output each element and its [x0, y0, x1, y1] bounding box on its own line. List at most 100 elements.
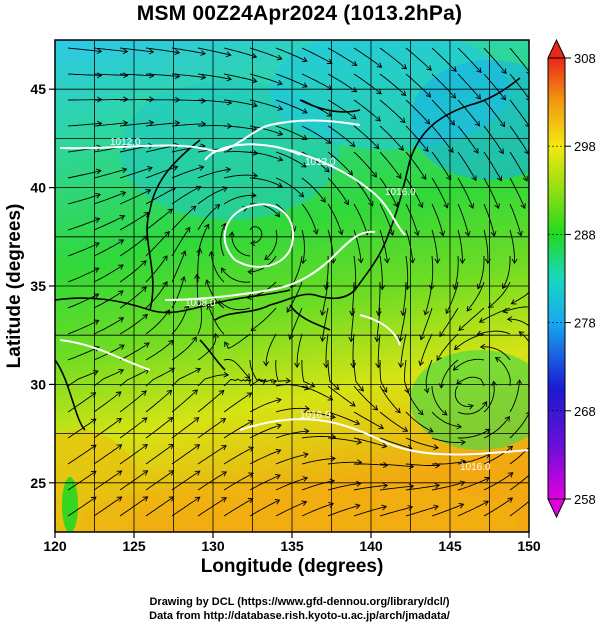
streamline	[425, 359, 433, 393]
streamline-arrowhead	[485, 258, 491, 265]
streamline	[405, 463, 440, 467]
streamline	[93, 191, 126, 205]
x-tick-label: 120	[43, 538, 67, 554]
credit-drawing: Drawing by DCL (https://www.gfd-dennou.o…	[149, 596, 450, 608]
streamline-arrowhead	[221, 445, 227, 451]
streamline	[519, 331, 529, 343]
streamline-arrowhead	[168, 496, 175, 502]
streamline	[249, 73, 283, 85]
streamline	[509, 151, 528, 182]
streamline	[223, 472, 254, 491]
streamline	[67, 496, 97, 517]
streamline	[210, 251, 225, 283]
streamline	[248, 255, 277, 273]
streamline-arrowhead	[247, 420, 254, 426]
streamline-arrowhead	[378, 423, 385, 430]
x-tick-label: 140	[359, 538, 383, 554]
streamline	[93, 496, 122, 517]
streamline	[197, 224, 210, 257]
colorbar-tick-label: 288	[574, 227, 596, 242]
streamline	[171, 470, 201, 491]
streamline-arrowhead	[531, 283, 536, 288]
streamline	[531, 256, 537, 288]
streamline-arrowhead	[304, 405, 311, 412]
streamline-arrowhead	[441, 410, 448, 416]
streamline-arrowhead	[122, 48, 129, 55]
streamline-arrowhead	[474, 120, 481, 127]
streamline	[327, 177, 349, 205]
streamline-arrowhead	[468, 403, 474, 410]
streamline	[327, 482, 361, 491]
streamline	[327, 125, 355, 147]
streamline	[353, 484, 388, 491]
streamline	[488, 281, 511, 308]
streamline-arrowhead	[320, 197, 326, 203]
streamline	[405, 47, 432, 71]
streamline	[327, 437, 362, 444]
streamline-arrowhead	[397, 336, 404, 342]
streamline	[119, 189, 151, 205]
streamline	[405, 385, 424, 416]
streamline-arrowhead	[194, 273, 200, 279]
streamline-arrowhead	[302, 476, 309, 482]
streamline	[275, 384, 310, 390]
streamline-arrowhead	[96, 48, 103, 55]
streamline-arrowhead	[162, 281, 168, 287]
streamline-arrowhead	[443, 202, 449, 209]
streamline-arrowhead	[484, 428, 491, 434]
streamline	[509, 500, 529, 517]
streamline-arrowhead	[445, 308, 451, 315]
streamline	[502, 255, 511, 289]
streamline	[439, 307, 459, 337]
streamline	[275, 407, 310, 413]
streamline-arrowhead	[93, 293, 100, 299]
streamline	[431, 47, 457, 72]
streamline	[171, 227, 191, 257]
streamline	[536, 204, 548, 235]
streamline	[457, 477, 490, 491]
streamline	[457, 203, 470, 236]
streamline-arrowhead	[507, 472, 514, 478]
streamline	[477, 256, 485, 289]
streamline	[353, 125, 380, 149]
streamline	[145, 281, 168, 309]
streamline-arrowhead	[484, 476, 490, 483]
streamline-arrowhead	[200, 74, 207, 81]
streamline	[93, 47, 128, 53]
streamline	[67, 218, 100, 231]
streamline	[301, 229, 305, 264]
streamline-arrowhead	[248, 446, 254, 452]
streamline	[509, 73, 529, 100]
streamline	[275, 453, 309, 465]
streamline	[249, 47, 282, 60]
streamline-arrowhead	[476, 67, 482, 74]
streamline	[249, 424, 282, 439]
colorbar-top-arrow	[547, 38, 566, 59]
streamline-arrowhead	[116, 470, 123, 476]
streamline-arrowhead	[433, 444, 439, 451]
streamline-arrowhead	[277, 79, 283, 86]
streamline-arrowhead	[384, 257, 390, 264]
streamline	[197, 418, 226, 439]
streamline-arrowhead	[510, 299, 517, 305]
streamline	[145, 309, 170, 335]
streamline	[432, 460, 466, 465]
streamline-arrowhead	[500, 94, 507, 101]
streamline-arrowhead	[123, 96, 129, 103]
streamline	[223, 125, 258, 131]
streamline-arrowhead	[328, 502, 335, 508]
streamline-arrowhead	[274, 211, 281, 218]
streamline-arrowhead	[395, 407, 401, 414]
streamline	[67, 293, 99, 309]
streamline-arrowhead	[494, 203, 500, 210]
colorbar-tick-label: 268	[574, 404, 596, 419]
streamline	[119, 260, 147, 283]
streamline	[379, 99, 406, 123]
streamline-arrowhead	[142, 470, 149, 476]
streamline-arrowhead	[142, 496, 149, 502]
streamline-arrowhead	[251, 52, 258, 59]
streamline-arrowhead	[423, 146, 429, 153]
streamline	[67, 47, 102, 52]
streamline	[93, 369, 124, 387]
streamline-arrowhead	[326, 84, 333, 90]
